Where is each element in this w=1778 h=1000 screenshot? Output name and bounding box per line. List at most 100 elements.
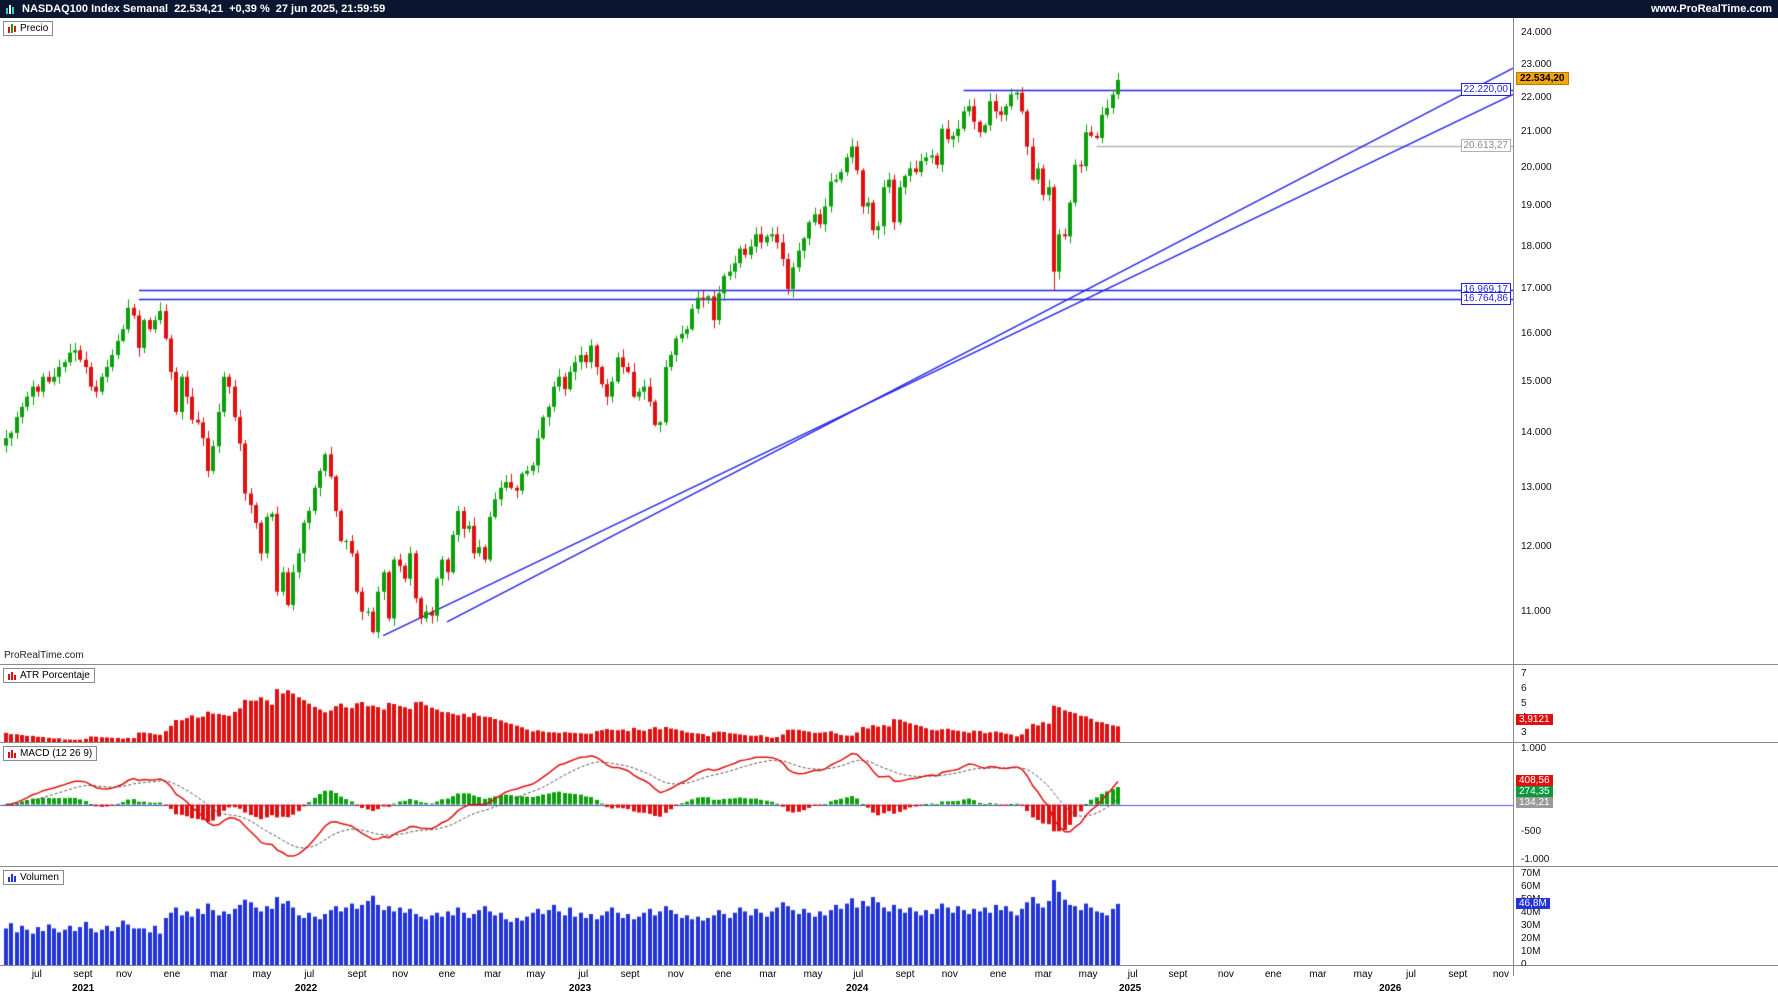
price-tick-label: 17.000 [1521, 282, 1552, 294]
volume-tick-label: 10M [1521, 945, 1541, 957]
month-label: ene [714, 969, 732, 980]
volume-axis[interactable]: 46,8M 70M60M50M40M30M20M10M0 [1513, 867, 1777, 970]
month-label: may [803, 969, 823, 980]
month-label: mar [759, 969, 777, 980]
month-label: ene [438, 969, 456, 980]
atr-panel: ATR Porcentaje 3,9121 76543 [0, 665, 1778, 743]
instrument-summary: NASDAQ100 Index Semanal 22.534,21 +0,39 … [6, 3, 385, 15]
atr-panel-label-text: ATR Porcentaje [20, 670, 90, 681]
volume-value-badge: 46,8M [1516, 897, 1550, 909]
price-tick-label: 23.000 [1521, 58, 1552, 70]
volume-tick-label: 70M [1521, 867, 1541, 879]
macd-panel-label[interactable]: MACD (12 26 9) [3, 746, 98, 761]
price-tick-label: 18.000 [1521, 240, 1552, 252]
volume-panel: Volumen 46,8M 70M60M50M40M30M20M10M0 [0, 867, 1778, 970]
volume-tick-label: 20M [1521, 932, 1541, 944]
atr-tick-label: 7 [1521, 667, 1527, 679]
month-label: sept [347, 969, 367, 980]
atr-tick-label: 5 [1521, 697, 1527, 709]
month-label: nov [1492, 969, 1509, 980]
month-label: jul [1127, 969, 1138, 980]
month-label: may [252, 969, 272, 980]
atr-panel-label[interactable]: ATR Porcentaje [3, 668, 95, 683]
level-label-20613[interactable]: 20.613,27 [1460, 139, 1511, 153]
month-label: mar [484, 969, 502, 980]
price-panel-label[interactable]: Precio [3, 21, 54, 36]
price-chart-canvas[interactable] [0, 18, 1513, 664]
month-label: jul [578, 969, 589, 980]
month-label: nov [941, 969, 958, 980]
price-tick-label: 13.000 [1521, 481, 1552, 493]
year-label: 2024 [846, 983, 869, 994]
atr-axis[interactable]: 3,9121 76543 [1513, 665, 1777, 742]
month-label: may [526, 969, 546, 980]
month-label: sept [1168, 969, 1188, 980]
month-label: mar [210, 969, 228, 980]
price-tick-label: 11.000 [1521, 605, 1551, 617]
macd-tick-label: -500 [1521, 826, 1542, 838]
chart-app-icon [6, 4, 16, 14]
macd-panel-label-text: MACD (12 26 9) [20, 748, 93, 759]
price-axis[interactable]: 22.534,20 24.000 23.000 22.000 21.000 20.000… [1513, 18, 1777, 664]
candlestick-icon [8, 24, 17, 33]
month-label: sept [73, 969, 93, 980]
volume-tick-label: 0 [1521, 959, 1527, 970]
atr-value-badge: 3,9121 [1516, 713, 1553, 725]
price-tick-label: 15.000 [1521, 375, 1552, 387]
year-label: 2023 [568, 983, 592, 994]
prorealtime-watermark: ProRealTime.com [4, 650, 84, 661]
year-label: 2022 [294, 983, 318, 994]
month-label: jul [31, 969, 42, 980]
month-label: mar [1034, 969, 1053, 980]
month-label: ene [163, 969, 181, 980]
current-price-label: 22.534,20 [1516, 72, 1569, 85]
time-axis[interactable]: jul sept nov ene mar may jul sept nov ene mar may ju… [0, 966, 1778, 1000]
price-panel-label-text: Precio [20, 23, 49, 34]
instrument-title: NASDAQ100 Index Semanal [22, 3, 169, 15]
volume-panel-label-text: Volumen [20, 872, 59, 883]
year-label: 2026 [1379, 983, 1402, 994]
price-panel: Precio 22.220,00 20.613,27 16.969,17 16.… [0, 18, 1778, 665]
macd-chart-canvas[interactable] [0, 743, 1513, 866]
price-tick-label: 14.000 [1521, 426, 1552, 438]
bar-chart-icon [8, 749, 17, 758]
price-tick-label: 24.000 [1521, 27, 1552, 39]
volume-tick-label: 30M [1521, 919, 1541, 931]
month-label: jul [304, 969, 315, 980]
price-tick-label: 16.000 [1521, 327, 1552, 339]
atr-tick-label: 6 [1521, 682, 1527, 694]
level-label-16764[interactable]: 16.764,86 [1460, 292, 1511, 306]
month-label: nov [392, 969, 409, 980]
macd-axis[interactable]: 408,56 274,35 134,21 1.000 -500 -1.000 [1513, 743, 1777, 866]
month-label: jul [1405, 969, 1417, 980]
price-tick-label: 12.000 [1521, 541, 1552, 553]
change-percent: +0,39 % [229, 3, 270, 15]
atr-tick-label: 3 [1521, 727, 1527, 739]
month-label: may [1078, 969, 1098, 980]
price-tick-label: 19.000 [1521, 200, 1552, 212]
price-tick-label: 20.000 [1521, 162, 1552, 174]
level-label-22220[interactable]: 22.220,00 [1460, 83, 1511, 97]
year-label: 2021 [72, 983, 95, 994]
month-label: nov [667, 969, 684, 980]
month-label: nov [1217, 969, 1234, 980]
timestamp: 27 jun 2025, 21:59:59 [275, 3, 386, 15]
year-label: 2025 [1118, 983, 1142, 994]
month-label: ene [989, 969, 1007, 980]
atr-chart-canvas[interactable] [0, 665, 1513, 742]
prorealtime-site-link[interactable]: www.ProRealTime.com [1650, 3, 1772, 15]
macd-panel: MACD (12 26 9) 408,56 274,35 134,21 1.00… [0, 743, 1778, 867]
volume-bars-icon [8, 873, 17, 882]
price-tick-label: 21.000 [1521, 126, 1552, 138]
volume-chart-canvas[interactable] [0, 867, 1513, 965]
month-label: ene [1264, 969, 1282, 980]
top-status-bar: NASDAQ100 Index Semanal 22.534,21 +0,39 … [0, 0, 1778, 18]
hist-value-badge: 134,21 [1516, 796, 1553, 808]
month-label: may [1353, 969, 1373, 980]
month-label: sept [620, 969, 640, 980]
macd-tick-label: 1.000 [1521, 743, 1547, 754]
signal-value-badge: 274,35 [1516, 785, 1553, 797]
month-label: sept [895, 969, 915, 980]
volume-panel-label[interactable]: Volumen [3, 870, 64, 885]
volume-tick-label: 40M [1521, 906, 1541, 918]
